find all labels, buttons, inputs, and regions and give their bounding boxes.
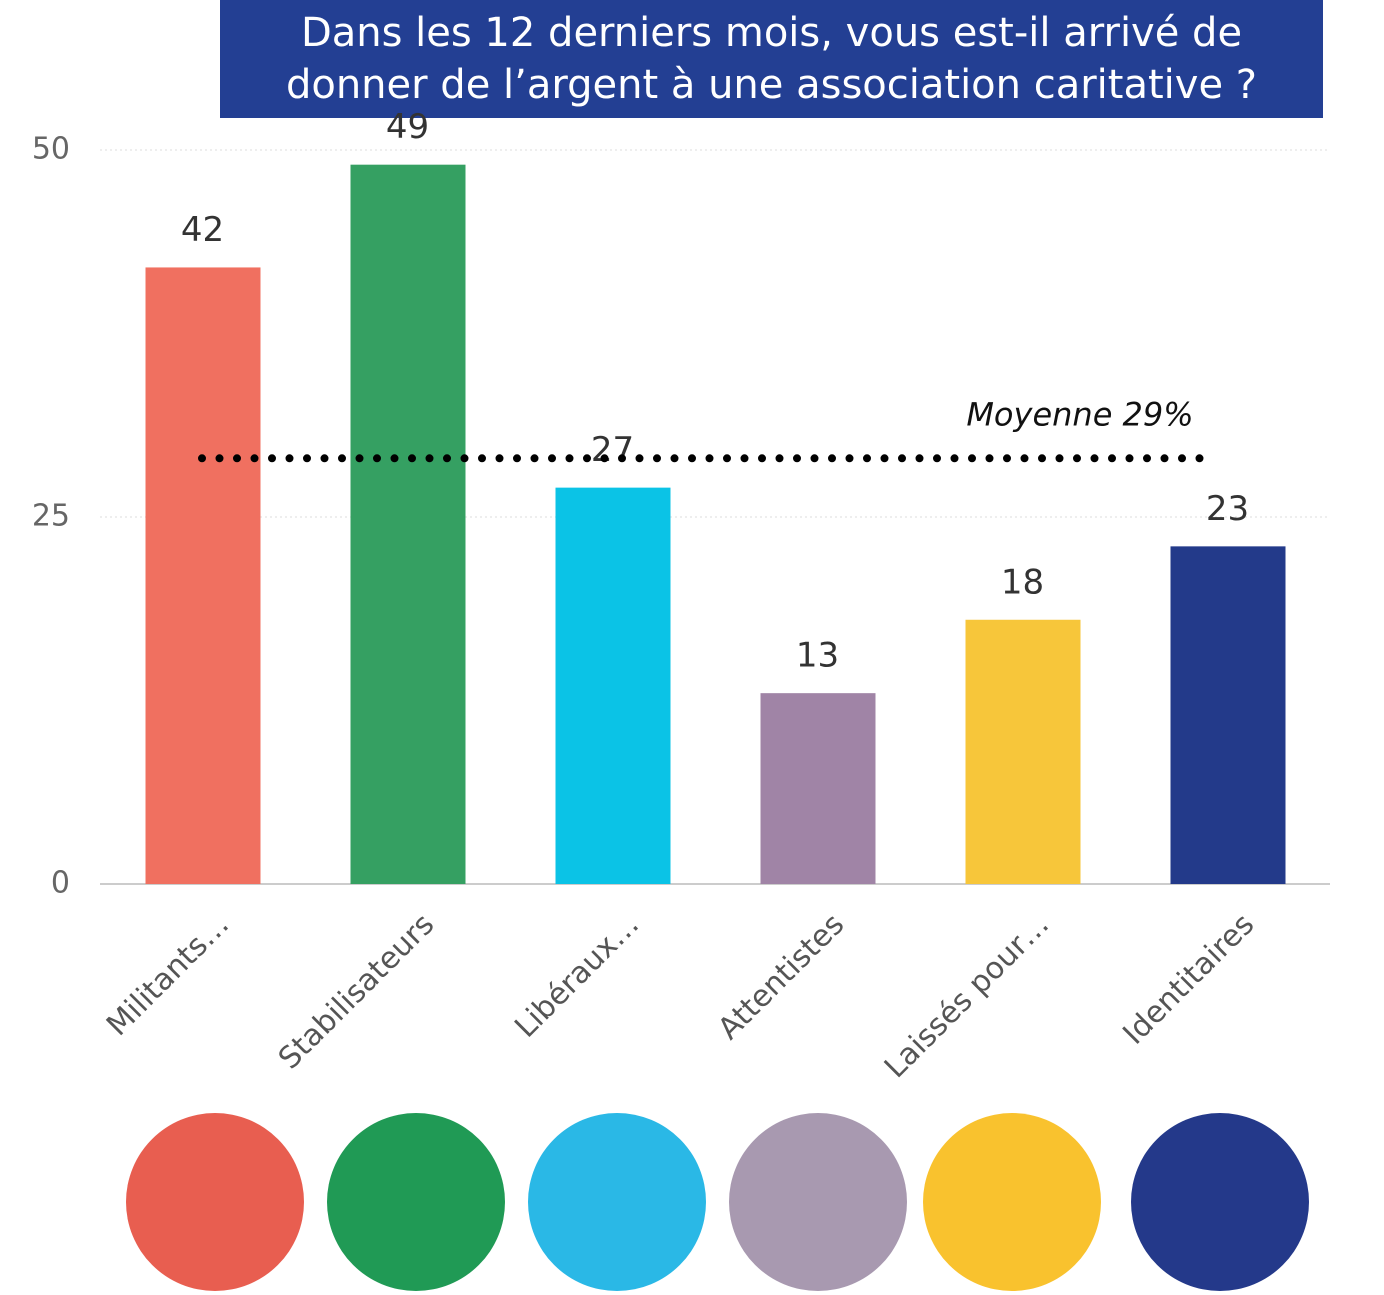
value-label: 49 [386, 107, 429, 147]
bar [760, 693, 876, 884]
bar [350, 164, 466, 884]
chart-title: Dans les 12 derniers mois, vous est-il a… [220, 0, 1323, 118]
y-tick-label: 0 [51, 866, 70, 901]
avatar [528, 1113, 706, 1291]
avatars [126, 1113, 1309, 1291]
value-label: 27 [591, 430, 634, 470]
avatar [1131, 1113, 1309, 1291]
y-tick-label: 25 [32, 499, 70, 534]
bar [1170, 546, 1286, 884]
x-tick-label: Militants… [100, 907, 236, 1043]
x-tick-label: Attentistes [711, 907, 851, 1047]
x-tick-label: Laissés pour… [878, 907, 1056, 1085]
avatar [729, 1113, 907, 1291]
value-label: 42 [181, 210, 224, 250]
avatar [923, 1113, 1101, 1291]
x-tick-label: Libéraux… [508, 907, 646, 1045]
value-label: 23 [1206, 489, 1249, 529]
x-tick-label: Identitaires [1116, 907, 1261, 1052]
x-tick-label: Stabilisateurs [272, 907, 441, 1076]
avatar [126, 1113, 304, 1291]
bar [145, 267, 261, 884]
bar [965, 619, 1081, 884]
value-label: 13 [796, 636, 839, 676]
avatar [327, 1113, 505, 1291]
value-label: 18 [1001, 562, 1044, 602]
y-tick-label: 50 [32, 132, 70, 167]
average-label: Moyenne 29% [966, 395, 1193, 433]
bar [555, 487, 671, 884]
